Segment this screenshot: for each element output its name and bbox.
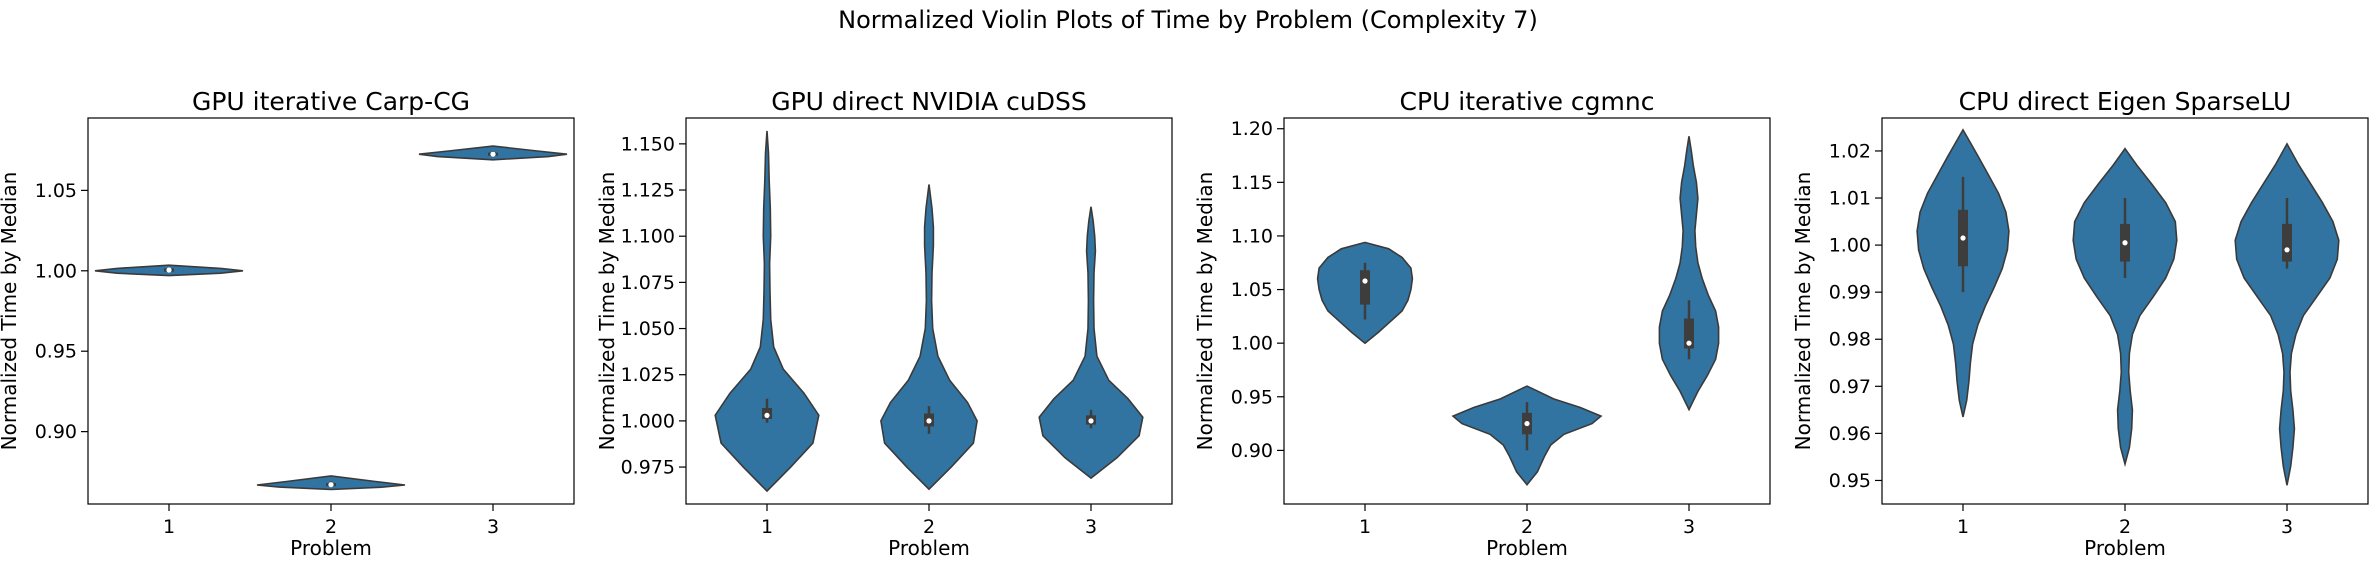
y-tick-label: 0.90: [35, 421, 77, 443]
y-axis-label: Normalized Time by Median: [1791, 172, 1815, 451]
median-marker-problem-1: [1362, 278, 1368, 284]
y-tick-label: 1.05: [1231, 279, 1273, 301]
y-tick-label: 1.15: [1231, 172, 1273, 194]
y-tick-label: 0.90: [1231, 440, 1273, 462]
x-tick-label: 1: [1957, 516, 1969, 538]
x-tick-label: 3: [1683, 516, 1695, 538]
y-axis-label: Normalized Time by Median: [0, 172, 21, 451]
subplot-1: 0.90 0.95 1.00 1.05 1 2 3 GPU iterative Carp-CG…: [0, 87, 575, 560]
violin-problem-2: [2072, 147, 2178, 468]
iqr-box-problem-1: [1360, 270, 1370, 305]
y-tick-label: 1.000: [621, 410, 675, 432]
y-tick-label: 0.95: [1829, 470, 1871, 492]
axes-frame: [87, 117, 575, 505]
subplot-panels: 0.90 0.95 1.00 1.05 1 2 3 GPU iterative Carp-CG…: [0, 87, 2369, 560]
figure-title: Normalized Violin Plots of Time by Probl…: [838, 6, 1538, 34]
subplot-4: 0.95 0.96 0.97 0.98 0.99 1.00 1.01 1.02 1 2 3 CPU d…: [1791, 87, 2369, 560]
y-tick-label: 0.95: [35, 341, 77, 363]
x-tick-label: 1: [163, 516, 175, 538]
violin-problem-3: [1658, 136, 1720, 412]
x-tick-label: 1: [1359, 516, 1371, 538]
median-marker-problem-2: [1524, 420, 1530, 427]
y-tick-label: 1.075: [621, 272, 675, 294]
y-tick-label: 1.10: [1231, 225, 1273, 247]
median-marker-problem-1: [764, 412, 770, 418]
y-tick-label: 0.98: [1829, 329, 1871, 351]
y-axis-label: Normalized Time by Median: [595, 172, 619, 451]
y-tick-label: 1.20: [1231, 118, 1273, 140]
y-tick-label: 1.025: [621, 364, 675, 386]
violin-problem-3: [1038, 206, 1144, 480]
subplot-title: CPU iterative cgmnc: [1400, 87, 1655, 116]
y-tick-label: 1.100: [621, 226, 675, 248]
subplot-title: GPU direct NVIDIA cuDSS: [771, 87, 1087, 116]
y-tick-label: 1.125: [621, 180, 675, 202]
median-marker-problem-2: [2122, 240, 2128, 246]
median-marker-problem-2: [328, 482, 334, 488]
iqr-box-problem-3: [1684, 318, 1694, 349]
median-marker-problem-3: [2284, 247, 2290, 253]
y-axis-label: Normalized Time by Median: [1193, 172, 1217, 451]
median-marker-problem-3: [1686, 340, 1692, 346]
x-axis-label: Problem: [1486, 536, 1568, 560]
violin-problem-3: [2234, 142, 2340, 486]
y-tick-label: 1.00: [1829, 235, 1871, 257]
y-tick-label: 1.01: [1829, 188, 1871, 210]
violin-problem-1: [714, 130, 820, 493]
y-tick-label: 0.95: [1231, 386, 1273, 408]
x-tick-label: 2: [923, 516, 935, 538]
x-axis-label: Problem: [888, 536, 970, 560]
y-tick-label: 1.00: [35, 260, 77, 282]
y-tick-label: 1.02: [1829, 140, 1871, 162]
y-tick-label: 1.00: [1231, 333, 1273, 355]
median-marker-problem-3: [1088, 418, 1094, 424]
x-axis-label: Problem: [290, 536, 372, 560]
subplot-title: CPU direct Eigen SparseLU: [1959, 87, 2292, 116]
y-tick-label: 1.050: [621, 318, 675, 340]
x-axis-label: Problem: [2084, 536, 2166, 560]
y-tick-label: 1.05: [35, 180, 77, 202]
y-tick-label: 0.96: [1829, 423, 1871, 445]
median-marker-problem-1: [166, 267, 172, 273]
x-tick-label: 1: [761, 516, 773, 538]
subplot-title: GPU iterative Carp-CG: [192, 87, 470, 116]
y-tick-label: 0.97: [1829, 376, 1871, 398]
violin-problem-2: [880, 184, 978, 491]
x-tick-label: 3: [1085, 516, 1097, 538]
y-tick-label: 1.150: [621, 133, 675, 155]
iqr-box-problem-3: [2282, 223, 2292, 262]
x-tick-label: 2: [2119, 516, 2131, 538]
x-tick-label: 2: [325, 516, 337, 538]
y-tick-label: 0.99: [1829, 282, 1871, 304]
x-tick-label: 3: [487, 516, 499, 538]
x-tick-label: 2: [1521, 516, 1533, 538]
x-tick-label: 3: [2281, 516, 2293, 538]
median-marker-problem-3: [490, 151, 496, 157]
median-marker-problem-1: [1960, 235, 1966, 241]
subplot-2: 0.975 1.000 1.025 1.050 1.075 1.100 1.125 1.150…: [595, 87, 1173, 560]
y-tick-label: 0.975: [621, 457, 675, 479]
subplot-3: 0.90 0.95 1.00 1.05 1.10 1.15 1.20 1 2 3 CPU itera…: [1193, 87, 1771, 560]
median-marker-problem-2: [926, 418, 932, 424]
